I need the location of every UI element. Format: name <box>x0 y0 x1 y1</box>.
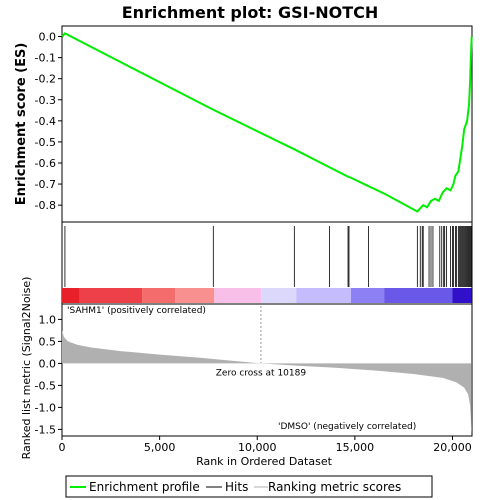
es-y-axis-label: Enrichment score (ES) <box>14 43 29 206</box>
x-tick-label: 20,000 <box>433 441 472 454</box>
metric-y-tick-label: -1.5 <box>35 423 56 436</box>
x-tick-label: 0 <box>59 441 66 454</box>
es-y-ticks: 0.0 -0.1 -0.2 -0.3 -0.4 -0.5 -0.6 -0.7 -0.8 <box>35 31 62 212</box>
es-y-tick-label: -0.1 <box>35 52 56 65</box>
metric-y-tick-label: 1.0 <box>39 313 57 326</box>
metric-y-tick-label: -1.0 <box>35 401 56 414</box>
legend: Enrichment profile Hits Ranking metric s… <box>65 475 433 498</box>
color-bar-segment <box>214 288 262 303</box>
negative-correlation-label: 'DMSO' (negatively correlated) <box>278 422 416 432</box>
color-bar-segment <box>142 288 176 303</box>
legend-label-hits: Hits <box>225 480 248 494</box>
rank-color-bar <box>62 288 472 303</box>
zero-cross-label: Zero cross at 10189 <box>216 368 307 378</box>
legend-box <box>65 475 433 498</box>
es-y-tick-label: -0.5 <box>35 136 56 149</box>
color-bar-segment <box>452 288 472 303</box>
metric-area <box>62 330 472 433</box>
x-tick-label: 10,000 <box>238 441 277 454</box>
x-ticks: 0 5,000 10,000 15,000 20,000 <box>59 436 472 454</box>
es-line <box>61 32 473 213</box>
x-tick-label: 15,000 <box>336 441 375 454</box>
x-tick-label: 5,000 <box>144 441 176 454</box>
es-y-tick-label: -0.7 <box>35 178 56 191</box>
color-bar-segment <box>79 288 143 303</box>
color-bar-segment <box>350 288 385 303</box>
color-bar-segment <box>261 288 297 303</box>
metric-y-tick-label: -0.5 <box>35 379 56 392</box>
es-y-tick-label: -0.8 <box>35 199 56 212</box>
positive-correlation-label: 'SAHM1' (positively correlated) <box>67 306 206 316</box>
color-bar-segment <box>384 288 453 303</box>
color-bar-segment <box>296 288 351 303</box>
hits-marks <box>64 226 472 287</box>
chart-title: Enrichment plot: GSI-NOTCH <box>122 3 379 22</box>
metric-y-ticks: 1.0 0.5 0.0 -0.5 -1.0 -1.5 <box>35 313 62 436</box>
x-axis-label: Rank in Ordered Dataset <box>196 455 333 468</box>
es-panel-frame <box>61 25 473 223</box>
color-bar-segment <box>175 288 215 303</box>
metric-y-tick-label: 0.5 <box>39 335 57 348</box>
legend-label-enrichment: Enrichment profile <box>89 480 200 494</box>
es-y-tick-label: -0.2 <box>35 73 56 86</box>
es-y-tick-label: -0.6 <box>35 157 56 170</box>
es-y-tick-label: 0.0 <box>39 31 57 44</box>
metric-y-axis-label: Ranked list metric (Signal2Noise) <box>20 277 33 460</box>
legend-label-metric: Ranking metric scores <box>268 480 401 494</box>
es-y-tick-label: -0.3 <box>35 94 56 107</box>
color-bar-segment <box>62 288 80 303</box>
es-y-tick-label: -0.4 <box>35 115 56 128</box>
metric-y-tick-label: 0.0 <box>39 357 57 370</box>
